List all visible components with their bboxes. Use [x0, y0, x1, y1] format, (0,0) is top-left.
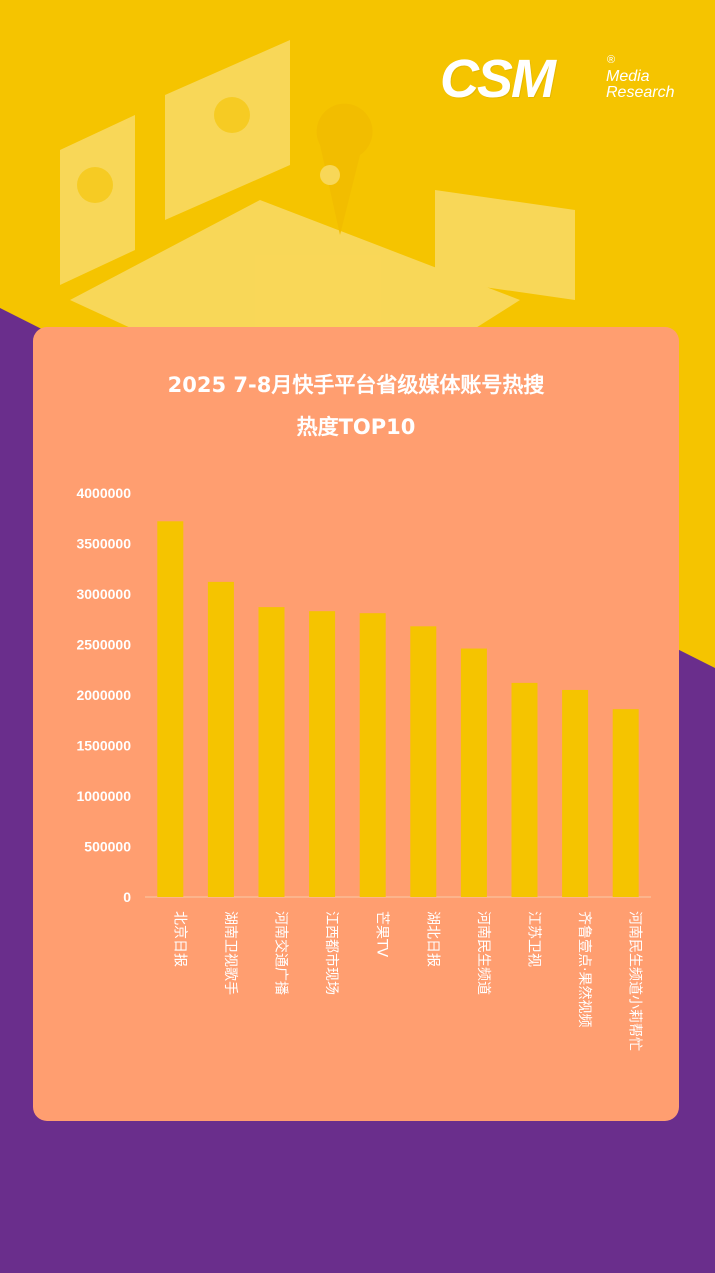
bar [511, 682, 538, 897]
y-tick-label: 3500000 [76, 536, 131, 552]
csm-logo: CSM ® Media Research [440, 52, 690, 112]
x-tick-label: 江西都市现场 [323, 911, 340, 995]
bar [359, 613, 386, 897]
logo-research-text: Research [606, 84, 675, 101]
x-tick-label: 河南民生频道小莉帮忙 [627, 911, 643, 1051]
bar [410, 626, 437, 897]
bar-chart: 0 500000 1000000 1500000 2000000 2500000 30000… [76, 485, 651, 1051]
logo-csm-text: CSM [440, 49, 556, 109]
x-tick-label: 河南民生频道 [475, 911, 491, 995]
bar [258, 607, 285, 897]
x-tick-label: 河南交通广播 [273, 911, 290, 995]
y-tick-label: 1500000 [76, 738, 131, 754]
bar [157, 521, 184, 897]
y-tick-label: 1000000 [76, 788, 131, 804]
chart-subtitle: 热度TOP10 [296, 415, 416, 439]
bar [309, 611, 336, 897]
y-tick-label: 2000000 [76, 687, 131, 703]
y-tick-label: 4000000 [76, 485, 131, 501]
x-tick-label: 北京日报 [171, 911, 187, 967]
y-tick-label: 2500000 [76, 637, 131, 653]
bar [460, 648, 487, 897]
x-tick-label: 湖南卫视歌手 [222, 911, 238, 995]
x-tick-label: 江苏卫视 [526, 911, 542, 967]
bar [562, 689, 589, 897]
y-tick-label: 500000 [84, 839, 131, 855]
y-tick-label: 0 [123, 889, 131, 905]
logo-media-text: Media [606, 68, 650, 85]
chart-card: 2025 7-8月快手平台省级媒体账号热搜 热度TOP10 0 500000 100… [33, 327, 679, 1121]
bar [207, 581, 234, 897]
chart-title: 2025 7-8月快手平台省级媒体账号热搜 [167, 373, 545, 397]
x-tick-label: 芒果TV [374, 911, 390, 958]
x-tick-label: 湖北日报 [424, 911, 440, 967]
logo-registered-mark: ® [607, 54, 616, 66]
bar [612, 709, 639, 897]
x-tick-label: 齐鲁壹点·果然视频 [576, 911, 593, 1027]
y-tick-label: 3000000 [76, 586, 131, 602]
